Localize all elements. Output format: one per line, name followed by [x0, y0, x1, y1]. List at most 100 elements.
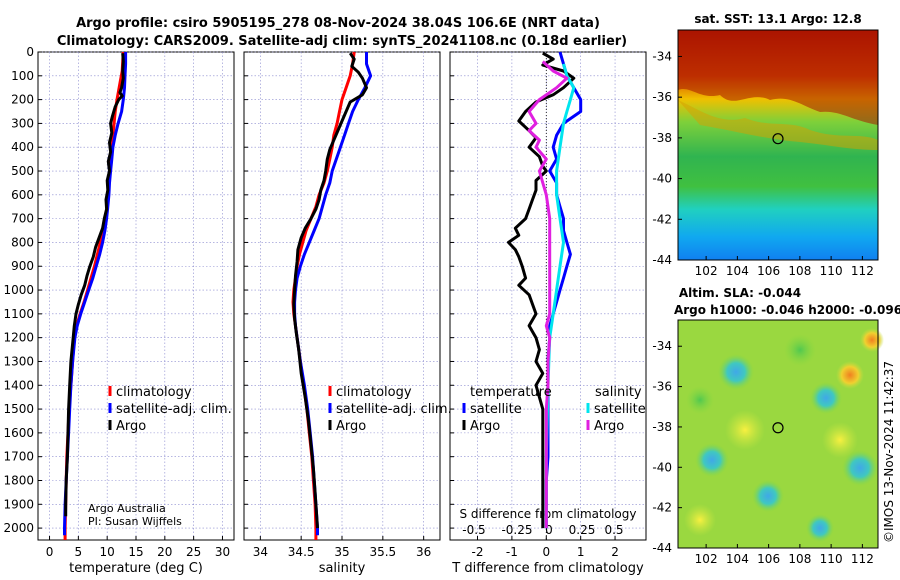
map-y-tick-label: -34 — [652, 49, 672, 63]
sst-map: sat. SST: 13.1 Argo: 12.8 102 104 106 108 11… — [652, 12, 879, 278]
map-x-tick-label: 106 — [757, 552, 780, 566]
map-y-tick-label: -38 — [652, 420, 672, 434]
y-tick-label: 1300 — [3, 354, 34, 368]
map-x-tick-label: 108 — [788, 552, 811, 566]
y-tick-label: 1200 — [3, 331, 34, 345]
sst-map-front-edge — [678, 100, 878, 150]
x-top-tick-label: 0.5 — [604, 523, 623, 537]
series-line-argo — [292, 52, 368, 529]
argo-position-marker — [772, 133, 784, 145]
map-x-tick-label: 102 — [695, 264, 718, 278]
series-line-s-argo — [527, 60, 569, 529]
y-tick-label: 300 — [11, 116, 34, 130]
legend-label: satellite-adj. clim. — [116, 402, 232, 417]
legend-label: Argo — [116, 419, 146, 434]
map-y-tick-label: -42 — [652, 212, 672, 226]
map-y-tick-label: -36 — [652, 90, 672, 104]
series-line-t-argo — [507, 51, 576, 529]
x-tick-label: 5 — [75, 545, 83, 559]
y-tick-label: 0 — [26, 45, 34, 59]
sst-map-title: sat. SST: 13.1 Argo: 12.8 — [694, 12, 861, 26]
x-axis-label: T difference from climatology — [451, 561, 644, 576]
map-frame — [677, 319, 879, 549]
map-y-tick-label: -36 — [652, 380, 672, 394]
map-y-tick-label: -40 — [652, 460, 672, 474]
x-top-tick-label: -0.5 — [462, 523, 485, 537]
y-tick-label: 2000 — [3, 521, 34, 535]
x-tick-label: 10 — [100, 545, 115, 559]
y-tick-label: 1100 — [3, 307, 34, 321]
profile-panel-3: -2 -1 0 1 2 -0.5 -0.25 0 0.25 0.5 S difference fro… — [449, 51, 647, 576]
map-x-tick-label: 102 — [695, 552, 718, 566]
profile-panel-1: 0100200300400500600700800900100011001200… — [3, 45, 235, 576]
x-axis-label: salinity — [319, 561, 366, 576]
map-y-tick-label: -40 — [652, 172, 672, 186]
sla-eddy — [842, 450, 878, 486]
sla-eddy — [686, 386, 714, 414]
sla-map-eddies — [684, 328, 884, 542]
map-x-tick-label: 104 — [726, 264, 749, 278]
y-tick-label: 800 — [11, 235, 34, 249]
x-tick-label: 25 — [186, 545, 201, 559]
x-tick-label: 0 — [46, 545, 54, 559]
x-tick-label: 35.5 — [369, 545, 396, 559]
sla-eddy — [718, 354, 754, 390]
legend-label: satellite-adj. clim. — [336, 402, 452, 417]
x-tick-label: 35 — [334, 545, 349, 559]
map-y-tick-label: -44 — [652, 253, 672, 267]
legend-label: Argo — [470, 419, 500, 434]
sla-eddy — [684, 504, 716, 536]
x-tick-label: 15 — [128, 545, 143, 559]
panel-frame — [243, 51, 441, 541]
x-tick-label: 34.5 — [288, 545, 315, 559]
x-tick-label: 34 — [253, 545, 268, 559]
y-tick-label: 1700 — [3, 450, 34, 464]
legend-label: Argo — [594, 419, 624, 434]
x-tick-label: 36 — [416, 545, 431, 559]
y-tick-label: 600 — [11, 188, 34, 202]
map-y-tick-label: -34 — [652, 339, 672, 353]
sla-eddy — [810, 382, 842, 414]
legend-label: satellite — [470, 402, 522, 417]
x-axis-label: temperature (deg C) — [69, 561, 203, 576]
y-tick-label: 1800 — [3, 473, 34, 487]
map-x-tick-label: 104 — [726, 552, 749, 566]
y-tick-label: 400 — [11, 140, 34, 154]
map-y-tick-label: -38 — [652, 131, 672, 145]
sla-eddy — [752, 480, 784, 512]
map-y-tick-label: -42 — [652, 501, 672, 515]
x-top-axis-label: S difference from climatology — [460, 507, 637, 521]
y-tick-label: 1500 — [3, 402, 34, 416]
copyright-stamp: ©IMOS 13-Nov-2024 11:42:37 — [882, 361, 896, 543]
x-tick-label: 2 — [611, 545, 619, 559]
map-x-tick-label: 110 — [820, 552, 843, 566]
y-tick-label: 1400 — [3, 378, 34, 392]
profile-panel-2: 34 34.5 35 35.5 36 salinity climatology satelli… — [243, 51, 452, 576]
series-line-argo — [64, 53, 125, 517]
sst-map-warm-front — [678, 30, 878, 125]
sla-map-subtitle: Argo h1000: -0.046 h2000: -0.096 — [674, 303, 900, 317]
sla-eddy — [836, 361, 864, 389]
y-tick-label: 500 — [11, 164, 34, 178]
x-tick-label: -2 — [472, 545, 484, 559]
argo-position-marker — [772, 422, 784, 434]
x-tick-label: 0 — [542, 545, 550, 559]
x-top-tick-label: -0.25 — [501, 523, 532, 537]
map-x-tick-label: 112 — [851, 264, 874, 278]
y-tick-label: 1600 — [3, 426, 34, 440]
figure-title-line1: Argo profile: csiro 5905195_278 08-Nov-2… — [76, 16, 600, 31]
sla-eddy — [822, 422, 858, 458]
legend-title-salinity: salinity — [595, 385, 642, 400]
sla-eddy — [784, 334, 816, 366]
y-tick-label: 1000 — [3, 283, 34, 297]
legend-label: climatology — [116, 385, 192, 400]
legend-label: satellite — [594, 402, 646, 417]
figure-title-line2: Climatology: CARS2009. Satellite-adj cli… — [57, 34, 627, 49]
map-x-tick-label: 112 — [851, 552, 874, 566]
map-y-tick-label: -44 — [652, 541, 672, 555]
sla-eddy — [725, 410, 765, 450]
y-tick-label: 200 — [11, 93, 34, 107]
x-tick-label: 1 — [577, 545, 585, 559]
legend-title-temperature: temperature — [470, 385, 552, 400]
